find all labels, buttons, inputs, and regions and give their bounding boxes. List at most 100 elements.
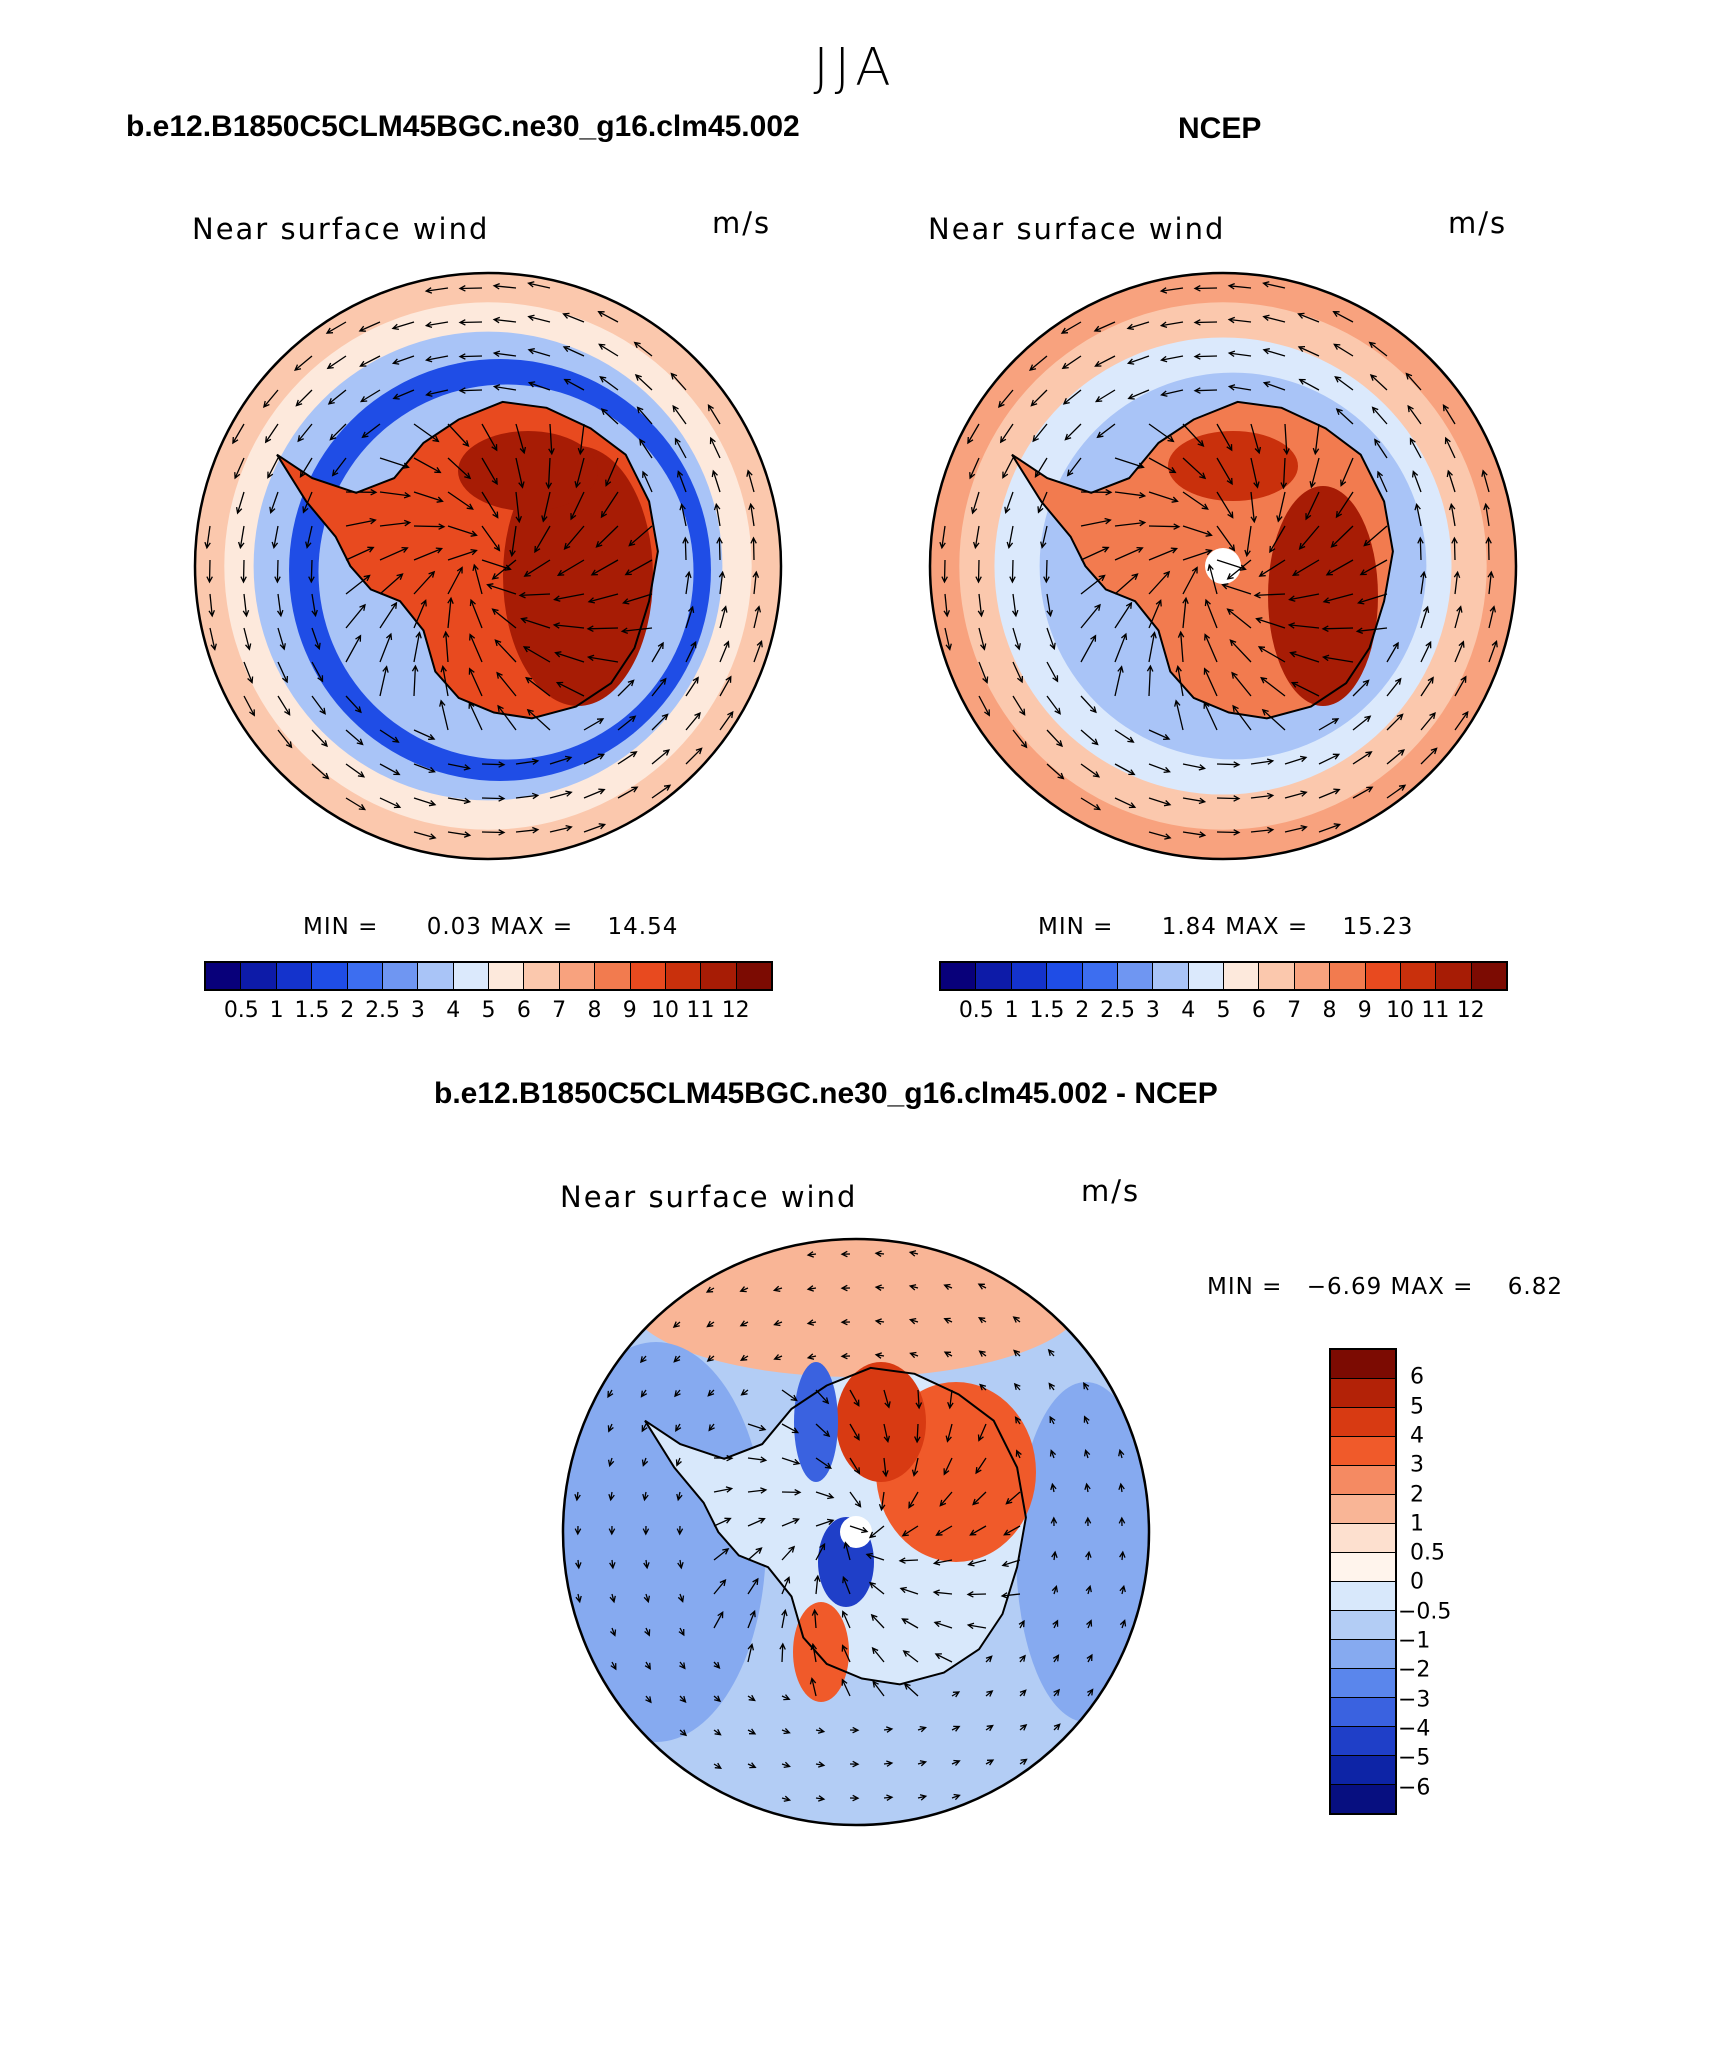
wind-vector bbox=[1309, 457, 1320, 489]
wind-vector bbox=[874, 1352, 885, 1359]
wind-vector bbox=[747, 1456, 768, 1463]
wind-vector bbox=[1000, 1592, 1021, 1599]
wind-vector bbox=[870, 1613, 885, 1629]
wind-vector bbox=[447, 457, 472, 480]
wind-vector bbox=[915, 1389, 923, 1410]
wind-vector bbox=[1009, 559, 1016, 584]
wind-vector bbox=[810, 1642, 818, 1663]
wind-vector bbox=[935, 1525, 953, 1536]
colorbar-tick-label: 3 bbox=[1410, 1452, 1424, 1478]
colorbar-swatch bbox=[1117, 963, 1154, 989]
colorbar-swatch bbox=[524, 963, 560, 989]
colorbar-swatch bbox=[453, 963, 489, 989]
colorbar-tick-label: 9 bbox=[1357, 998, 1372, 1023]
wind-vector bbox=[951, 1793, 961, 1801]
wind-vector bbox=[494, 639, 517, 663]
pole-gap bbox=[840, 1516, 872, 1548]
wind-vector bbox=[842, 1575, 851, 1595]
wind-vector bbox=[1148, 729, 1171, 740]
wind-vector bbox=[868, 1581, 885, 1595]
wind-vector bbox=[413, 523, 446, 530]
wind-vector bbox=[1369, 374, 1388, 391]
panel1-stats: MIN = 0.03 MAX = 14.54 bbox=[303, 914, 678, 940]
wind-vector bbox=[651, 641, 664, 663]
wind-vector bbox=[1333, 343, 1354, 357]
wind-vector bbox=[458, 319, 483, 326]
wind-vector bbox=[716, 536, 723, 561]
wind-vector bbox=[526, 708, 551, 731]
colorbar-tick-label: 1.5 bbox=[294, 998, 330, 1023]
wind-vector bbox=[492, 282, 517, 290]
wind-vector bbox=[849, 1726, 860, 1734]
wind-vector bbox=[902, 1650, 919, 1663]
wind-vector bbox=[1052, 1619, 1059, 1629]
wind-vector bbox=[1040, 525, 1048, 549]
wind-vector bbox=[411, 664, 419, 697]
wind-vector bbox=[379, 665, 389, 697]
wind-vector bbox=[811, 1608, 819, 1629]
wind-vector bbox=[326, 355, 347, 370]
wind-vector bbox=[815, 1491, 835, 1500]
wind-vector bbox=[1318, 788, 1341, 799]
wind-vector bbox=[262, 389, 279, 409]
wind-vector bbox=[608, 1525, 616, 1536]
wind-vector bbox=[1061, 355, 1082, 370]
wind-vector bbox=[1118, 1448, 1125, 1459]
colorbar-tick-label: 11 bbox=[1421, 998, 1450, 1023]
wind-vector bbox=[943, 1317, 953, 1324]
wind-vector bbox=[840, 1318, 851, 1326]
wind-vector bbox=[1012, 729, 1028, 749]
wind-vector bbox=[587, 593, 619, 604]
wind-vector bbox=[447, 831, 472, 838]
wind-vector bbox=[676, 470, 687, 493]
wind-vector bbox=[713, 1610, 724, 1629]
wind-vector bbox=[574, 457, 585, 489]
panel2-min-value: 1.84 bbox=[1161, 914, 1217, 940]
wind-vector bbox=[719, 640, 730, 663]
wind-vector bbox=[440, 664, 449, 697]
colorbar-swatch bbox=[1436, 963, 1472, 989]
colorbar-swatch bbox=[1331, 1785, 1395, 1813]
wind-vector bbox=[277, 661, 289, 684]
colorbar-swatch bbox=[347, 963, 383, 989]
colorbar-tick-label: 1 bbox=[1004, 998, 1019, 1023]
colorbar-swatch bbox=[1331, 1350, 1395, 1379]
wind-vector bbox=[274, 559, 281, 584]
colorbar-tick-label: −6 bbox=[1398, 1775, 1431, 1800]
wind-vector bbox=[713, 1661, 721, 1669]
wind-vector bbox=[685, 640, 697, 663]
model-wind-map bbox=[193, 271, 783, 861]
wind-vector bbox=[809, 1677, 817, 1697]
wind-vector bbox=[1046, 763, 1065, 780]
wind-vector bbox=[361, 423, 381, 439]
wind-vector bbox=[1034, 457, 1048, 479]
wind-vector bbox=[295, 389, 313, 407]
colorbar-tick-label: 10 bbox=[651, 998, 680, 1023]
wind-vector bbox=[779, 1642, 786, 1663]
wind-vector bbox=[1216, 491, 1234, 519]
wind-vector bbox=[1096, 423, 1116, 439]
wind-vector bbox=[781, 1457, 801, 1466]
wind-vector bbox=[1005, 1491, 1021, 1505]
wind-vectors bbox=[574, 1250, 1127, 1802]
wind-vector bbox=[447, 548, 478, 561]
wind-vector bbox=[941, 559, 948, 584]
wind-vector bbox=[1114, 491, 1147, 499]
wind-vector bbox=[1226, 608, 1252, 629]
wind-vector bbox=[901, 1525, 919, 1537]
wind-vector bbox=[413, 423, 440, 443]
wind-vector bbox=[345, 634, 362, 663]
wind-vector bbox=[645, 1695, 652, 1704]
wind-vector bbox=[634, 374, 653, 391]
wind-vector bbox=[1148, 599, 1162, 629]
colorbar-swatch bbox=[1224, 963, 1260, 989]
wind-vector bbox=[1114, 457, 1145, 469]
panel2-colorbar bbox=[939, 961, 1508, 991]
wind-vector bbox=[1064, 423, 1082, 441]
panel1-max-label: MAX = bbox=[490, 914, 574, 940]
wind-vector bbox=[1030, 389, 1048, 407]
wind-vector bbox=[753, 639, 763, 663]
wind-vector bbox=[1359, 559, 1388, 576]
wind-vector bbox=[1012, 661, 1024, 684]
coastline bbox=[1011, 400, 1394, 720]
